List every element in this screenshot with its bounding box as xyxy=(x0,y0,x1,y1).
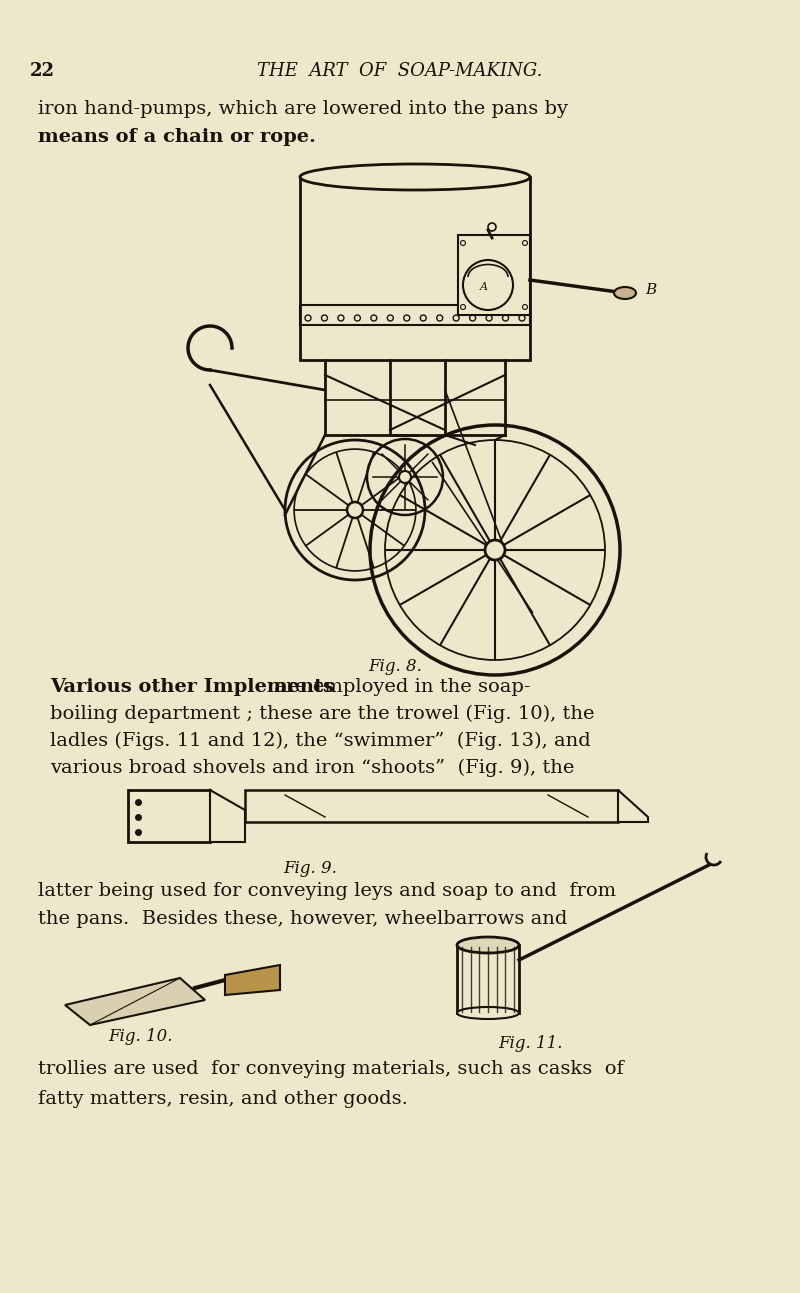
Polygon shape xyxy=(225,965,280,996)
Circle shape xyxy=(387,315,394,321)
Text: are employed in the soap-: are employed in the soap- xyxy=(268,678,530,696)
Circle shape xyxy=(461,304,466,309)
Polygon shape xyxy=(618,790,648,822)
Text: 22: 22 xyxy=(30,62,55,80)
Ellipse shape xyxy=(463,260,513,310)
Text: various broad shovels and iron “shoots”  (Fig. 9), the: various broad shovels and iron “shoots” … xyxy=(50,759,574,777)
Text: Various other Implements: Various other Implements xyxy=(50,678,334,696)
Circle shape xyxy=(347,502,363,518)
Text: means of a chain or rope.: means of a chain or rope. xyxy=(38,128,316,146)
Bar xyxy=(300,177,530,359)
Circle shape xyxy=(322,315,327,321)
Text: THE  ART  OF  SOAP-MAKING.: THE ART OF SOAP-MAKING. xyxy=(258,62,542,80)
Circle shape xyxy=(519,315,525,321)
Circle shape xyxy=(485,540,505,560)
Polygon shape xyxy=(210,790,245,842)
Circle shape xyxy=(488,222,496,231)
Text: Fig. 8.: Fig. 8. xyxy=(368,658,422,675)
Ellipse shape xyxy=(300,164,530,190)
Text: trollies are used  for conveying materials, such as casks  of: trollies are used for conveying material… xyxy=(38,1060,624,1078)
Text: boiling department ; these are the trowel (Fig. 10), the: boiling department ; these are the trowe… xyxy=(50,705,594,723)
Text: latter being used for conveying leys and soap to and  from: latter being used for conveying leys and… xyxy=(38,882,616,900)
Circle shape xyxy=(420,315,426,321)
Text: Fig. 9.: Fig. 9. xyxy=(283,860,337,877)
Circle shape xyxy=(338,315,344,321)
Bar xyxy=(458,235,530,315)
Bar xyxy=(300,305,530,325)
Ellipse shape xyxy=(614,287,636,299)
Circle shape xyxy=(502,315,509,321)
Circle shape xyxy=(305,315,311,321)
Bar xyxy=(457,945,519,1012)
Circle shape xyxy=(404,315,410,321)
Circle shape xyxy=(354,315,360,321)
Text: B: B xyxy=(645,283,656,297)
Circle shape xyxy=(371,315,377,321)
Circle shape xyxy=(522,304,527,309)
Ellipse shape xyxy=(457,1007,519,1019)
Circle shape xyxy=(522,240,527,246)
Bar xyxy=(245,790,618,822)
Circle shape xyxy=(461,240,466,246)
Polygon shape xyxy=(65,978,205,1025)
Text: Fig. 10.: Fig. 10. xyxy=(108,1028,172,1045)
Text: iron hand-pumps, which are lowered into the pans by: iron hand-pumps, which are lowered into … xyxy=(38,100,568,118)
Text: Fig. 11.: Fig. 11. xyxy=(498,1034,562,1053)
Text: the pans.  Besides these, however, wheelbarrows and: the pans. Besides these, however, wheelb… xyxy=(38,910,567,928)
Circle shape xyxy=(399,471,411,484)
Circle shape xyxy=(470,315,476,321)
Circle shape xyxy=(486,315,492,321)
Text: ladles (Figs. 11 and 12), the “swimmer”  (Fig. 13), and: ladles (Figs. 11 and 12), the “swimmer” … xyxy=(50,732,590,750)
Circle shape xyxy=(453,315,459,321)
Circle shape xyxy=(437,315,442,321)
Ellipse shape xyxy=(457,937,519,953)
Text: fatty matters, resin, and other goods.: fatty matters, resin, and other goods. xyxy=(38,1090,408,1108)
Bar xyxy=(128,790,210,842)
Text: A: A xyxy=(480,282,488,292)
